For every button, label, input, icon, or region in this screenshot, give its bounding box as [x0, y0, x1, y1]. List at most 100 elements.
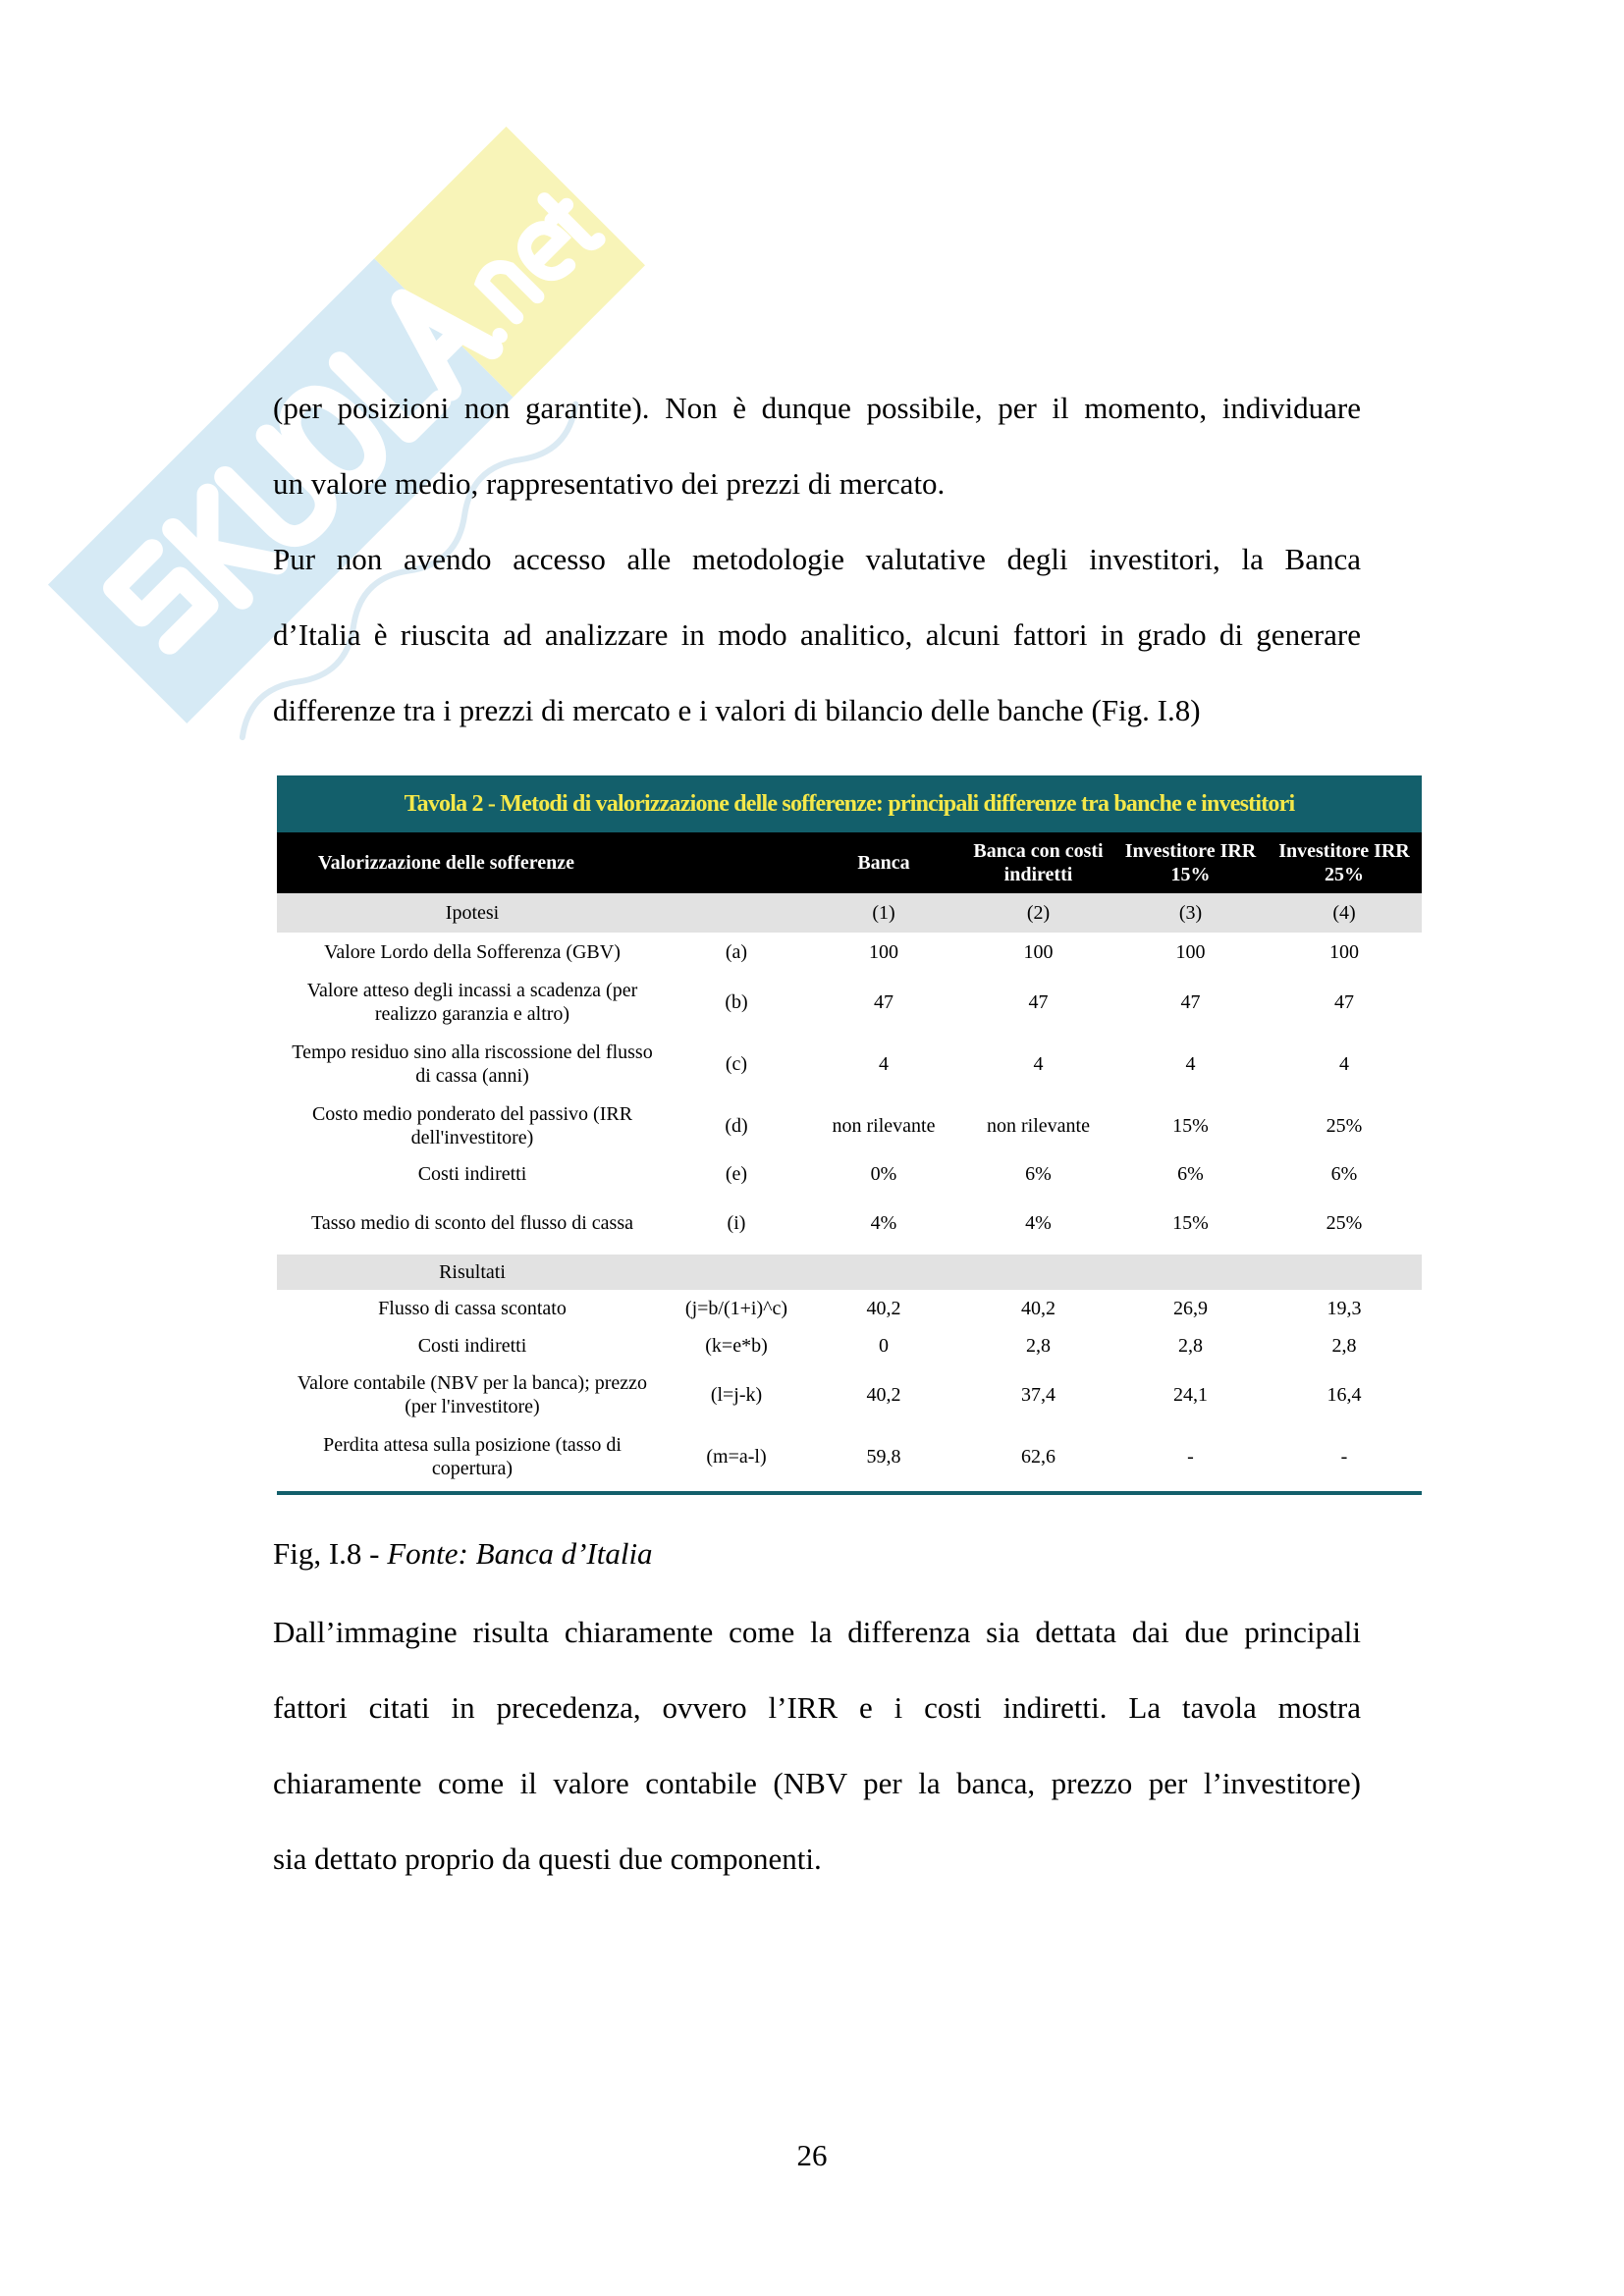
value-cell: 15%: [1172, 1211, 1209, 1234]
value-cell: -: [1340, 1445, 1348, 1468]
column-number: [962, 1255, 1114, 1290]
row-formula: (l=j-k): [710, 1384, 763, 1406]
table-row: Valore Lordo della Sofferenza (GBV) (a) 10…: [277, 933, 1422, 972]
column-number: [805, 1255, 962, 1290]
row-label: Perdita attesa sulla posizione (tasso di…: [323, 1433, 622, 1479]
value-cell: 4: [879, 1052, 889, 1075]
value-cell: 2,8: [1331, 1335, 1357, 1357]
column-header: Investitore IRR 25%: [1267, 832, 1422, 893]
value-cell: 4%: [1025, 1211, 1052, 1234]
text-line: Dall’immagine risulta chiaramente come l…: [273, 1615, 1361, 1649]
column-header: Banca: [805, 832, 962, 893]
column-header: Banca con costi indiretti: [962, 832, 1114, 893]
caption-source: Fonte: Banca d’Italia: [387, 1536, 653, 1571]
row-formula: (b): [725, 991, 748, 1013]
text-line: (per posizioni non garantite). Non è dun…: [273, 391, 1361, 425]
value-cell: 4: [1185, 1052, 1196, 1075]
row-label: Flusso di cassa scontato: [378, 1298, 567, 1319]
table-row: Flusso di cassa scontato (j=b/(1+i)^c) 40,…: [277, 1290, 1422, 1327]
row-label: Valore atteso degli incassi a scadenza (…: [306, 980, 638, 1025]
row-label: Valore Lordo della Sofferenza (GBV): [324, 941, 621, 963]
table-row: Tempo residuo sino alla riscossione del …: [277, 1033, 1422, 1095]
value-cell: -: [1187, 1445, 1194, 1468]
value-cell: 59,8: [866, 1445, 901, 1468]
value-cell: 100: [1329, 941, 1359, 963]
value-cell: 37,4: [1021, 1384, 1056, 1406]
table-row: Costi indiretti (k=e*b) 0 2,8 2,8 2,8: [277, 1327, 1422, 1364]
value-cell: non rilevante: [832, 1114, 936, 1137]
table-row: Costi indiretti (e) 0% 6% 6% 6%: [277, 1156, 1422, 1191]
valuation-table: Valorizzazione delle sofferenze Banca Banc…: [277, 832, 1422, 1487]
table-title: Tavola 2 - Metodi di valorizzazione dell…: [277, 775, 1422, 832]
text-line: un valore medio, rappresentativo dei pre…: [273, 466, 946, 501]
value-cell: 40,2: [1021, 1298, 1056, 1319]
value-cell: 47: [1028, 991, 1049, 1013]
value-cell: 26,9: [1173, 1298, 1208, 1319]
paragraph-intro: (per posizioni non garantite). Non è dun…: [273, 370, 1361, 748]
row-formula: (k=e*b): [705, 1335, 768, 1357]
row-label: Costo medio ponderato del passivo (IRR d…: [311, 1102, 633, 1148]
row-label: Costi indiretti: [417, 1162, 527, 1185]
row-label: Valore contabile (NBV per la banca); pre…: [297, 1372, 648, 1417]
value-cell: 6%: [1330, 1162, 1358, 1185]
text-line: differenze tra i prezzi di mercato e i v…: [273, 693, 1201, 727]
section-label: Ipotesi: [277, 893, 668, 933]
value-cell: 4%: [870, 1211, 897, 1234]
value-cell: 25%: [1326, 1114, 1363, 1137]
row-formula: (c): [725, 1052, 748, 1075]
value-cell: 62,6: [1021, 1445, 1056, 1468]
row-formula: (i): [727, 1211, 746, 1234]
section-label: Risultati: [277, 1255, 668, 1290]
column-number: [1267, 1255, 1422, 1290]
text-line: fattori citati in precedenza, ovvero l’I…: [273, 1690, 1361, 1725]
value-cell: 25%: [1326, 1211, 1363, 1234]
row-formula: (e): [725, 1162, 748, 1185]
text-line: Pur non avendo accesso alle metodologie …: [273, 542, 1361, 576]
section-row: Ipotesi (1) (2) (3) (4): [277, 893, 1422, 933]
cell: [668, 893, 805, 933]
row-label: Costi indiretti: [417, 1335, 527, 1357]
value-cell: 4: [1339, 1052, 1349, 1075]
value-cell: 6%: [1177, 1162, 1204, 1185]
table-row: Valore contabile (NBV per la banca); pre…: [277, 1364, 1422, 1425]
column-number: (2): [962, 893, 1114, 933]
row-formula: (m=a-l): [706, 1445, 767, 1468]
cell: [668, 1255, 805, 1290]
value-cell: 24,1: [1173, 1384, 1208, 1406]
table-bottom-rule: [277, 1491, 1422, 1495]
value-cell: 0%: [870, 1162, 897, 1185]
table-row: Tasso medio di sconto del flusso di cass…: [277, 1191, 1422, 1255]
paragraph-conclusion: Dall’immagine risulta chiaramente come l…: [273, 1594, 1361, 1896]
value-cell: 6%: [1025, 1162, 1052, 1185]
section-row: Risultati: [277, 1255, 1422, 1290]
table-row: Valore atteso degli incassi a scadenza (…: [277, 972, 1422, 1033]
value-cell: 40,2: [866, 1384, 901, 1406]
table-row: Costo medio ponderato del passivo (IRR d…: [277, 1095, 1422, 1156]
page-number: 26: [796, 2138, 828, 2172]
value-cell: 16,4: [1326, 1384, 1362, 1406]
value-cell: 15%: [1172, 1114, 1209, 1137]
value-cell: 19,3: [1326, 1298, 1362, 1319]
caption-label: Fig, I.8 -: [273, 1536, 388, 1571]
value-cell: 2,8: [1178, 1335, 1203, 1357]
value-cell: 47: [1180, 991, 1201, 1013]
value-cell: 2,8: [1026, 1335, 1051, 1357]
value-cell: 100: [869, 941, 898, 963]
text-line: d’Italia è riuscita ad analizzare in mod…: [273, 617, 1361, 652]
value-cell: 40,2: [866, 1298, 901, 1319]
column-number: [1114, 1255, 1267, 1290]
column-number: (1): [805, 893, 962, 933]
table-row: Perdita attesa sulla posizione (tasso di…: [277, 1425, 1422, 1487]
row-formula: (d): [725, 1114, 748, 1137]
value-cell: 47: [874, 991, 893, 1013]
row-label: Tasso medio di sconto del flusso di cass…: [311, 1211, 633, 1234]
figure-caption: Fig, I.8 - Fonte: Banca d’Italia: [273, 1536, 653, 1572]
row-formula: (a): [725, 941, 748, 963]
column-number: (3): [1114, 893, 1267, 933]
text-line: chiaramente come il valore contabile (NB…: [273, 1766, 1361, 1800]
value-cell: 4: [1033, 1052, 1044, 1075]
value-cell: 100: [1175, 941, 1206, 963]
text-line: sia dettato proprio da questi due compon…: [273, 1842, 822, 1876]
value-cell: non rilevante: [987, 1114, 1090, 1137]
